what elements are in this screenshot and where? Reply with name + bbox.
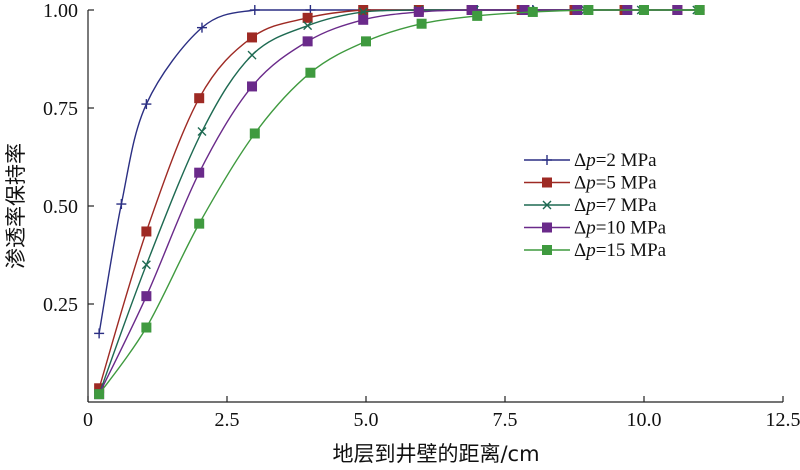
data-point [519, 5, 530, 15]
data-point [303, 21, 313, 31]
data-point [472, 10, 483, 21]
data-point [194, 218, 205, 229]
data-point [583, 5, 594, 15]
plot-area [94, 5, 705, 400]
legend-swatch-marker [542, 177, 552, 188]
data-point [94, 383, 105, 394]
y-axis-label: 渗透率保持率 [4, 143, 28, 269]
data-point [194, 167, 205, 178]
data-point [94, 328, 105, 339]
legend-item: Δp=10 MPa [524, 218, 667, 239]
data-point [302, 36, 313, 47]
x-tick-label: 12.5 [766, 409, 800, 431]
data-point [94, 389, 105, 400]
y-tick-group: 0.25 0.50 0.75 1.00 [43, 0, 94, 316]
legend-swatch-marker [542, 155, 552, 165]
x-axis-label: 地层到井壁的距离/cm [332, 442, 539, 466]
data-point [249, 128, 260, 139]
legend-swatch-marker [542, 222, 552, 233]
data-point [249, 5, 260, 15]
y-tick-label: 0.75 [43, 98, 78, 120]
x-tick-group: 0 2.5 5.0 7.5 10.0 12.5 [83, 396, 800, 431]
y-tick-label: 0.25 [43, 294, 78, 316]
legend-item: Δp=5 MPa [524, 173, 657, 194]
legend-item: Δp=2 MPa [524, 150, 657, 171]
legend-label: Δp=5 MPa [574, 173, 657, 194]
x-tick-label: 5.0 [354, 409, 379, 431]
legend-item: Δp=7 MPa [524, 195, 657, 216]
legend-label: Δp=2 MPa [574, 150, 657, 171]
data-point [116, 199, 127, 210]
legend-label: Δp=10 MPa [574, 218, 667, 239]
data-point [141, 291, 152, 302]
data-point [141, 226, 152, 237]
data-point [197, 127, 207, 137]
legend-item: Δp=15 MPa [524, 240, 667, 261]
x-tick-label: 2.5 [215, 409, 240, 431]
data-point [413, 6, 424, 17]
data-point [358, 5, 369, 15]
data-point [466, 5, 477, 15]
y-tick-label: 1.00 [43, 0, 78, 22]
data-point [141, 260, 151, 270]
data-point [247, 50, 257, 60]
legend-swatch-marker [542, 200, 552, 210]
y-tick-label: 0.50 [43, 196, 78, 218]
data-point [141, 99, 152, 110]
data-point [302, 12, 313, 23]
legend-swatch-marker [542, 245, 552, 255]
axes [87, 10, 783, 403]
data-point [694, 5, 705, 15]
series-5 [94, 5, 705, 400]
data-point [196, 22, 207, 33]
x-tick-label: 10.0 [627, 409, 662, 431]
data-point [194, 93, 205, 104]
data-point [141, 322, 152, 333]
x-tick-label: 0 [83, 409, 93, 431]
legend-label: Δp=7 MPa [574, 195, 657, 216]
data-point [247, 81, 258, 92]
data-point [358, 14, 369, 25]
x-tick-label: 7.5 [493, 409, 518, 431]
data-point [361, 36, 371, 47]
data-point [416, 18, 427, 29]
legend-label: Δp=15 MPa [574, 240, 667, 261]
data-point [639, 5, 649, 15]
data-point [358, 7, 368, 17]
data-point [527, 6, 538, 17]
data-point [305, 67, 316, 78]
data-point [247, 32, 258, 43]
